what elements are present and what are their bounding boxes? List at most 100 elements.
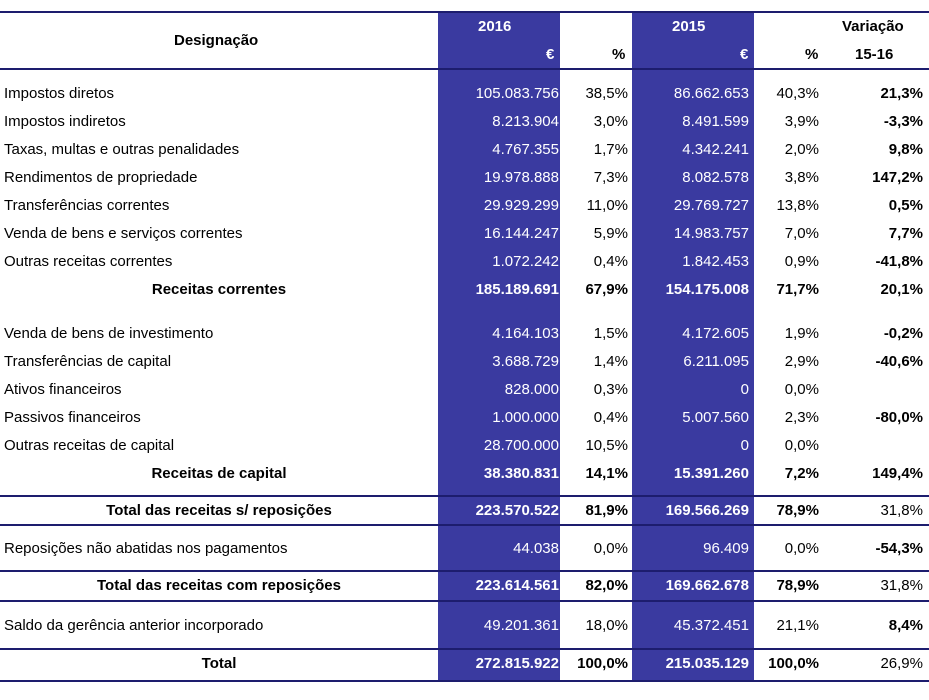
row-label: Venda de bens e serviços correntes (4, 225, 243, 242)
row-label: Total das receitas com reposições (97, 577, 341, 594)
value-2015: 215.035.129 (665, 655, 749, 672)
pct-2015: 13,8% (776, 197, 819, 214)
row-label: Passivos financeiros (4, 409, 141, 426)
variation: 20,1% (880, 281, 923, 298)
header-euro-2016: € (546, 46, 555, 63)
pct-2015: 2,3% (784, 409, 819, 426)
table-row: Taxas, multas e outras penalidades 4.767… (0, 136, 929, 164)
pct-2016: 100,0% (577, 655, 628, 672)
row-label: Rendimentos de propriedade (4, 169, 198, 186)
pct-2015: 0,0% (784, 437, 819, 454)
row-label: Transferências correntes (4, 197, 170, 214)
pct-2016: 0,4% (593, 409, 628, 426)
pct-2015: 3,9% (784, 113, 819, 130)
pct-2016: 82,0% (585, 577, 628, 594)
value-2016: 29.929.299 (483, 197, 559, 214)
header-variacao: Variação (842, 18, 904, 35)
pct-2016: 0,3% (593, 381, 628, 398)
pct-2016: 67,9% (585, 281, 628, 298)
pct-2015: 7,2% (784, 465, 819, 482)
table-row: Reposições não abatidas nos pagamentos 4… (0, 535, 929, 563)
value-2015: 4.172.605 (682, 325, 749, 342)
pct-2016: 7,3% (593, 169, 628, 186)
value-2016: 38.380.831 (483, 465, 559, 482)
header-pct-2015: % (805, 46, 819, 63)
row-label: Receitas correntes (151, 281, 287, 298)
total-row: Total das receitas com reposições 223.61… (0, 572, 929, 600)
pct-2016: 0,0% (593, 540, 628, 557)
rule-before-total (0, 648, 929, 650)
total-row: Total das receitas s/ reposições 223.570… (0, 497, 929, 525)
pct-2015: 71,7% (776, 281, 819, 298)
row-label: Saldo da gerência anterior incorporado (4, 617, 264, 634)
rule-before-total-sem (0, 495, 929, 497)
rule-header-bottom (0, 68, 929, 70)
row-label: Transferências de capital (4, 353, 172, 370)
value-2015: 154.175.008 (665, 281, 749, 298)
row-label: Outras receitas correntes (4, 253, 173, 270)
subtotal-row: Receitas correntes 185.189.691 67,9% 154… (0, 276, 929, 304)
pct-2015: 0,0% (784, 381, 819, 398)
value-2016: 4.767.355 (492, 141, 559, 158)
value-2016: 1.000.000 (492, 409, 559, 426)
grand-total-row: Total 272.815.922 100,0% 215.035.129 100… (0, 650, 929, 678)
value-2016: 3.688.729 (492, 353, 559, 370)
value-2016: 49.201.361 (483, 617, 559, 634)
variation: -41,8% (875, 253, 923, 270)
row-label: Taxas, multas e outras penalidades (4, 141, 240, 158)
pct-2015: 21,1% (776, 617, 819, 634)
value-2015: 0 (740, 437, 749, 454)
value-2016: 223.614.561 (475, 577, 559, 594)
value-2015: 0 (740, 381, 749, 398)
variation: 26,9% (880, 655, 923, 672)
pct-2015: 1,9% (784, 325, 819, 342)
value-2016: 16.144.247 (483, 225, 559, 242)
value-2015: 45.372.451 (673, 617, 749, 634)
table-row: Transferências de capital 3.688.729 1,4%… (0, 348, 929, 376)
value-2015: 8.082.578 (682, 169, 749, 186)
table-row: Ativos financeiros 828.000 0,3% 0 0,0% (0, 376, 929, 404)
value-2016: 28.700.000 (483, 437, 559, 454)
table-row: Passivos financeiros 1.000.000 0,4% 5.00… (0, 404, 929, 432)
value-2015: 5.007.560 (682, 409, 749, 426)
variation: -80,0% (875, 409, 923, 426)
pct-2015: 78,9% (776, 577, 819, 594)
table-row: Venda de bens e serviços correntes 16.14… (0, 220, 929, 248)
variation: 149,4% (872, 465, 923, 482)
pct-2015: 0,9% (784, 253, 819, 270)
value-2015: 86.662.653 (673, 85, 749, 102)
pct-2015: 7,0% (784, 225, 819, 242)
rule-after-total-sem (0, 524, 929, 526)
table-row: Saldo da gerência anterior incorporado 4… (0, 612, 929, 640)
rule-top (0, 11, 929, 13)
pct-2015: 2,9% (784, 353, 819, 370)
value-2015: 169.566.269 (665, 502, 749, 519)
value-2016: 105.083.756 (475, 85, 559, 102)
pct-2016: 14,1% (585, 465, 628, 482)
row-label: Total (201, 655, 237, 672)
variation: -54,3% (875, 540, 923, 557)
header-variacao-period: 15-16 (855, 46, 894, 63)
pct-2016: 11,0% (586, 197, 628, 214)
pct-2015: 2,0% (784, 141, 819, 158)
variation: 0,5% (888, 197, 923, 214)
rule-after-total-com (0, 600, 929, 602)
value-2016: 272.815.922 (475, 655, 559, 672)
table-row: Impostos diretos 105.083.756 38,5% 86.66… (0, 80, 929, 108)
table-row: Transferências correntes 29.929.299 11,0… (0, 192, 929, 220)
value-2016: 8.213.904 (492, 113, 559, 130)
value-2015: 14.983.757 (673, 225, 749, 242)
pct-2015: 78,9% (776, 502, 819, 519)
variation: -0,2% (883, 325, 923, 342)
value-2015: 4.342.241 (682, 141, 749, 158)
value-2015: 15.391.260 (673, 465, 749, 482)
row-label: Receitas de capital (151, 465, 287, 482)
pct-2015: 3,8% (784, 169, 819, 186)
value-2015: 8.491.599 (682, 113, 749, 130)
value-2016: 223.570.522 (475, 502, 559, 519)
row-label: Impostos diretos (4, 85, 115, 102)
pct-2016: 1,4% (593, 353, 628, 370)
variation: 8,4% (888, 617, 923, 634)
value-2016: 828.000 (504, 381, 559, 398)
variation: -3,3% (883, 113, 923, 130)
